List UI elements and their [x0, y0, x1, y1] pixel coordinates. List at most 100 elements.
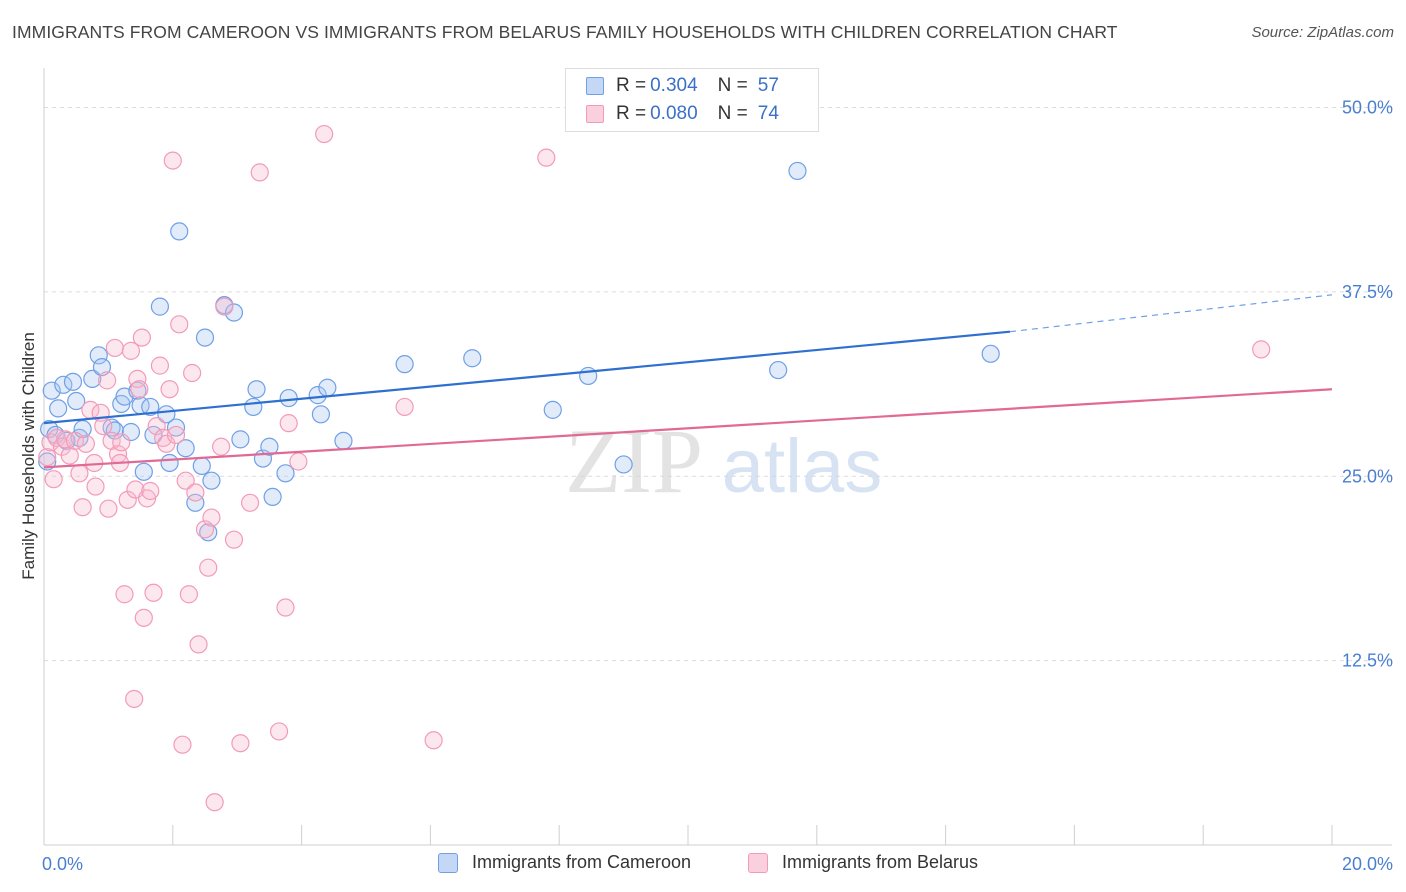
point-cameroon	[192, 456, 211, 476]
point-cameroon	[42, 381, 61, 400]
y-tick-label: 12.5%	[1342, 651, 1393, 671]
point-belarus	[76, 434, 95, 453]
point-belarus	[147, 417, 166, 436]
point-belarus	[195, 520, 215, 539]
y-tick-label: 37.5%	[1342, 282, 1393, 302]
point-cameroon	[157, 405, 176, 424]
point-belarus	[163, 151, 182, 170]
legend-n-label: N =	[717, 103, 748, 124]
point-belarus	[144, 583, 163, 602]
point-belarus	[289, 452, 308, 471]
point-cameroon	[247, 380, 266, 399]
point-cameroon	[83, 369, 102, 388]
watermark-atlas: atlas	[722, 424, 883, 509]
point-belarus	[231, 734, 250, 753]
point-cameroon	[279, 388, 298, 408]
point-belarus	[199, 558, 218, 577]
point-belarus	[183, 363, 202, 383]
point-belarus	[395, 397, 414, 417]
point-belarus	[205, 793, 224, 812]
point-cameroon	[105, 421, 124, 440]
point-cameroon	[38, 452, 57, 471]
trend-lines	[43, 294, 1333, 469]
point-cameroon	[49, 399, 68, 418]
point-belarus	[269, 722, 289, 741]
point-belarus	[186, 483, 205, 502]
source-credit: Source: ZipAtlas.com	[1251, 24, 1394, 41]
point-belarus	[98, 371, 117, 390]
point-cameroon	[141, 397, 160, 417]
point-cameroon	[308, 386, 327, 405]
point-belarus	[212, 437, 231, 456]
point-belarus	[121, 341, 141, 360]
point-belarus	[73, 498, 92, 517]
y-tick-label: 25.0%	[1342, 466, 1393, 486]
legend-swatch-cameroon	[586, 77, 604, 95]
point-belarus	[1252, 340, 1271, 359]
x-tick-label: 0.0%	[42, 854, 83, 874]
legend-r-label: R =	[616, 75, 647, 96]
point-cameroon	[318, 378, 337, 397]
point-belarus	[170, 315, 189, 334]
point-belarus	[132, 328, 151, 347]
point-cameroon	[463, 349, 482, 368]
data-points	[38, 124, 1271, 812]
point-cameroon	[160, 453, 179, 473]
point-belarus	[134, 608, 153, 627]
point-belarus	[276, 598, 295, 617]
point-belarus	[115, 585, 134, 604]
point-cameroon	[170, 222, 189, 241]
point-cameroon	[67, 391, 86, 411]
point-belarus	[99, 499, 118, 518]
point-cameroon	[311, 405, 331, 424]
legend-r-value: 0.304	[650, 75, 698, 96]
axes	[43, 68, 1392, 846]
point-belarus	[94, 417, 113, 436]
point-cameroon	[202, 471, 221, 490]
point-belarus	[130, 380, 149, 399]
point-belarus	[44, 470, 63, 489]
point-cameroon	[244, 397, 263, 417]
point-cameroon	[981, 344, 1000, 363]
point-cameroon	[334, 431, 353, 450]
series-swatch-belarus	[748, 852, 768, 873]
point-cameroon	[263, 487, 282, 506]
point-cameroon	[276, 464, 295, 483]
series-name-belarus: Immigrants from Belarus	[782, 852, 979, 872]
legend-n-value: 74	[757, 103, 779, 124]
point-belarus	[176, 471, 195, 490]
point-cameroon	[186, 493, 205, 512]
point-belarus	[250, 163, 269, 182]
legend-row-cameroon: R = 0.304 N = 57	[586, 74, 779, 98]
series-legend-belarus: Immigrants from Belarus	[748, 852, 978, 873]
point-belarus	[240, 493, 260, 512]
point-belarus	[215, 297, 234, 316]
point-belarus	[160, 380, 179, 399]
point-cameroon	[195, 328, 215, 347]
point-cameroon	[260, 437, 279, 456]
legend-row-belarus: R = 0.080 N = 74	[586, 102, 779, 126]
point-belarus	[189, 635, 208, 654]
trend-line-belarus	[43, 388, 1333, 469]
point-cameroon	[231, 430, 250, 449]
point-belarus	[38, 447, 57, 467]
zipatlas-watermark: ZIP atlas	[565, 410, 882, 512]
point-cameroon	[134, 462, 153, 481]
point-belarus	[537, 148, 556, 167]
point-belarus	[141, 481, 160, 501]
x-tick-label: 20.0%	[1342, 854, 1393, 874]
legend-r-value: 0.080	[650, 103, 698, 124]
point-belarus	[65, 431, 85, 450]
point-belarus	[112, 433, 131, 452]
point-belarus	[173, 735, 192, 754]
point-belarus	[202, 508, 221, 527]
point-belarus	[70, 464, 89, 483]
series-legend-cameroon: Immigrants from Cameroon	[438, 852, 691, 873]
point-belarus	[105, 338, 124, 358]
point-cameroon	[614, 455, 633, 474]
point-belarus	[166, 425, 186, 445]
point-cameroon	[224, 303, 244, 322]
legend-r-label: R =	[616, 103, 647, 124]
chart-title: IMMIGRANTS FROM CAMEROON VS IMMIGRANTS F…	[12, 22, 1118, 42]
